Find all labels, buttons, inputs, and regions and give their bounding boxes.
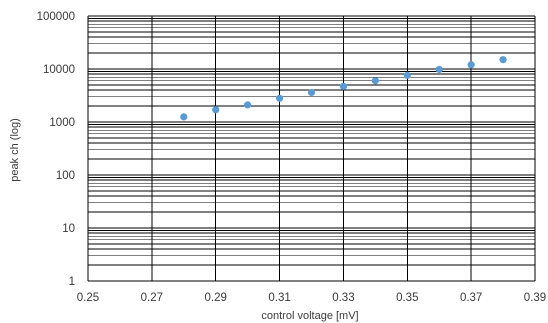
y-axis-title: peak ch (log): [9, 118, 21, 182]
y-tick-label: 10: [62, 223, 75, 235]
data-point: [467, 61, 475, 69]
data-point: [212, 106, 220, 114]
data-point: [403, 71, 411, 79]
y-tick-label: 1: [69, 276, 75, 288]
x-axis-tick-labels: 0.25 0.27 0.29 0.31 0.33 0.35 0.37 0.39: [77, 292, 546, 304]
data-points: [180, 56, 507, 121]
x-tick-label: 0.29: [205, 292, 227, 304]
data-point: [499, 56, 507, 64]
data-point: [339, 82, 348, 90]
y-tick-label: 100000: [37, 11, 75, 23]
x-tick-label: 0.25: [77, 292, 99, 304]
x-tick-label: 0.31: [268, 292, 290, 304]
y-tick-label: 100: [56, 170, 75, 182]
x-tick-label: 0.33: [332, 292, 354, 304]
data-point: [371, 77, 379, 85]
grid-lines: [87, 15, 536, 282]
data-point: [244, 101, 252, 109]
data-point: [275, 94, 284, 102]
x-tick-label: 0.37: [460, 292, 482, 304]
x-axis-title: control voltage [mV]: [261, 310, 358, 322]
data-point: [435, 65, 443, 74]
x-tick-label: 0.39: [524, 292, 546, 304]
data-point: [180, 113, 188, 121]
x-tick-label: 0.35: [396, 292, 418, 304]
y-axis-tick-labels: 1 10 100 1000 10000 100000: [37, 11, 75, 288]
y-tick-label: 1000: [49, 117, 75, 129]
x-tick-label: 0.27: [141, 292, 163, 304]
y-tick-label: 10000: [43, 64, 75, 76]
data-point: [307, 88, 316, 97]
